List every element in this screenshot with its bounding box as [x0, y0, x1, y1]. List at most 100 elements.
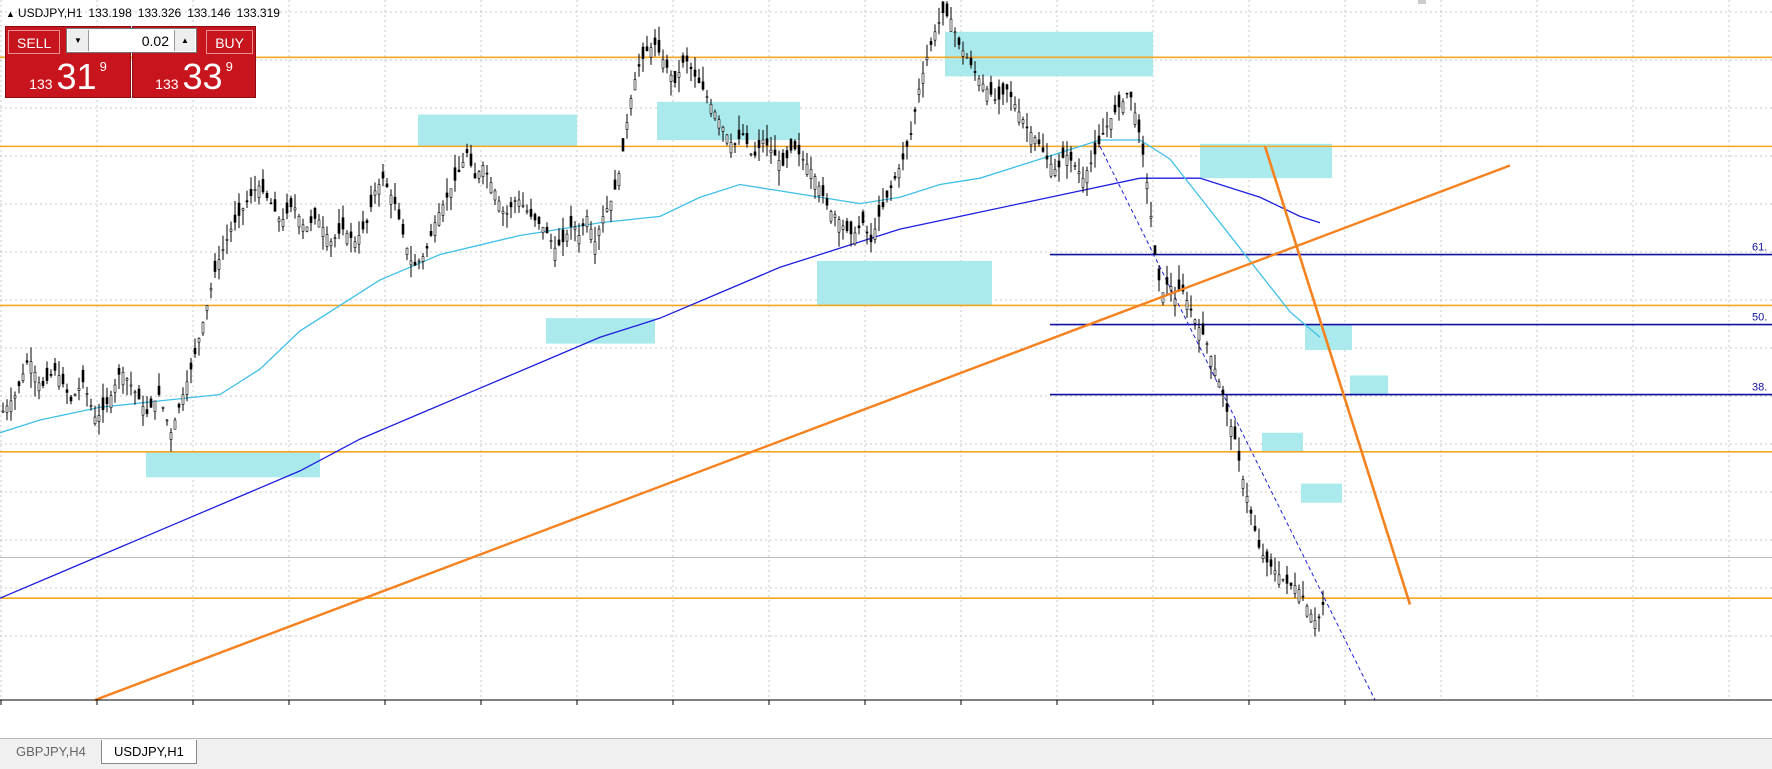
candle-body: [33, 371, 37, 383]
candle-body: [805, 163, 809, 175]
candle-body: [501, 210, 505, 214]
candle-body: [861, 211, 865, 224]
candle-body: [849, 221, 853, 235]
candle-body: [461, 161, 465, 168]
candle-body: [921, 72, 925, 84]
candle-body: [1253, 525, 1257, 531]
sell-label[interactable]: SELL: [8, 30, 61, 54]
candle-body: [777, 160, 781, 171]
candle-body: [997, 86, 1001, 100]
candle-body: [413, 261, 417, 266]
buy-price-fraction: 9: [225, 59, 233, 74]
candle-body: [209, 288, 213, 291]
candle-body: [557, 239, 561, 246]
candle-body: [1013, 104, 1017, 109]
tab-gbpjpy-h4[interactable]: GBPJPY,H4: [16, 744, 86, 759]
candle-body: [369, 194, 373, 208]
candle-body: [1261, 555, 1265, 560]
candle-body: [825, 198, 829, 206]
candle-body: [321, 226, 325, 238]
moving-average-fast: [0, 139, 1321, 434]
candle-body: [121, 371, 125, 386]
candle-body: [1165, 277, 1169, 285]
candle-body: [1281, 578, 1285, 581]
candle-body: [873, 228, 877, 240]
candle-body: [1277, 574, 1281, 585]
candle-body: [5, 405, 9, 413]
candle-body: [1305, 605, 1309, 617]
candle-body: [673, 70, 677, 84]
candle-body: [445, 192, 449, 198]
buy-price[interactable]: 133 33 9: [133, 59, 255, 95]
candle-body: [1081, 177, 1085, 188]
candle-body: [1097, 135, 1101, 145]
candle-body: [845, 220, 849, 231]
candle-body: [1057, 160, 1061, 168]
candle-body: [1197, 327, 1201, 341]
buy-label[interactable]: BUY: [206, 30, 253, 54]
candle-body: [1293, 585, 1297, 594]
candle-body: [393, 196, 397, 204]
candle-body: [709, 104, 713, 114]
lot-size-stepper[interactable]: ▼ ▲: [66, 28, 197, 53]
candle-body: [641, 46, 645, 59]
moving-average-slow: [0, 177, 1321, 599]
candle-body: [617, 173, 621, 186]
candle-body: [301, 224, 305, 232]
candle-body: [357, 235, 361, 245]
fib-level-label: 50.: [1752, 312, 1767, 324]
candle-body: [1209, 356, 1213, 367]
candle-body: [1113, 104, 1117, 113]
chart-area[interactable]: 61.50.38.21 Feb 202322 Feb 08:0023 Feb 0…: [0, 0, 1772, 714]
lot-size-input[interactable]: [90, 30, 172, 51]
candle-body: [45, 367, 49, 381]
candle-body: [341, 217, 345, 230]
candle-body: [909, 133, 913, 135]
lot-decrease-icon[interactable]: ▼: [68, 30, 89, 51]
candle-body: [925, 56, 929, 61]
candle-body: [961, 50, 965, 57]
candle-body: [353, 241, 357, 248]
candle-body: [73, 394, 77, 397]
candle-body: [305, 226, 309, 232]
candle-body: [913, 109, 917, 112]
candle-body: [205, 305, 209, 311]
candle-body: [821, 185, 825, 196]
candle-body: [601, 216, 605, 224]
ohlc-close: 133.319: [236, 6, 280, 20]
candle-body: [525, 210, 529, 213]
candle-body: [625, 122, 629, 130]
candle-body: [665, 59, 669, 68]
candle-body: [1073, 165, 1077, 167]
candle-body: [1257, 540, 1261, 548]
candle-body: [989, 82, 993, 95]
candle-body: [149, 398, 153, 408]
candle-body: [1185, 300, 1189, 310]
fib-level-label: 38.: [1752, 382, 1767, 394]
candle-body: [565, 233, 569, 242]
candle-body: [1093, 142, 1097, 155]
tab-usdjpy-h1[interactable]: USDJPY,H1: [101, 740, 197, 764]
price-chart[interactable]: 61.50.38.21 Feb 202322 Feb 08:0023 Feb 0…: [0, 0, 1772, 714]
candle-body: [289, 198, 293, 208]
candle-body: [245, 200, 249, 203]
candle-body: [973, 71, 977, 73]
candle-body: [381, 171, 385, 179]
supply-demand-zone: [1301, 483, 1342, 503]
collapse-triangle-icon[interactable]: ▲: [6, 9, 15, 19]
candle-body: [169, 432, 173, 440]
candle-body: [37, 382, 41, 392]
candle-body: [1157, 268, 1161, 281]
candle-body: [481, 165, 485, 178]
supply-demand-zone: [817, 260, 992, 306]
candle-body: [977, 78, 981, 86]
lot-increase-icon[interactable]: ▲: [174, 30, 195, 51]
candle-body: [21, 373, 25, 382]
sell-price[interactable]: 133 31 9: [6, 59, 130, 95]
candle-body: [401, 223, 405, 235]
candle-body: [717, 119, 721, 129]
candle-body: [405, 247, 409, 256]
candle-body: [513, 200, 517, 202]
candle-body: [745, 133, 749, 145]
candle-body: [569, 215, 573, 227]
